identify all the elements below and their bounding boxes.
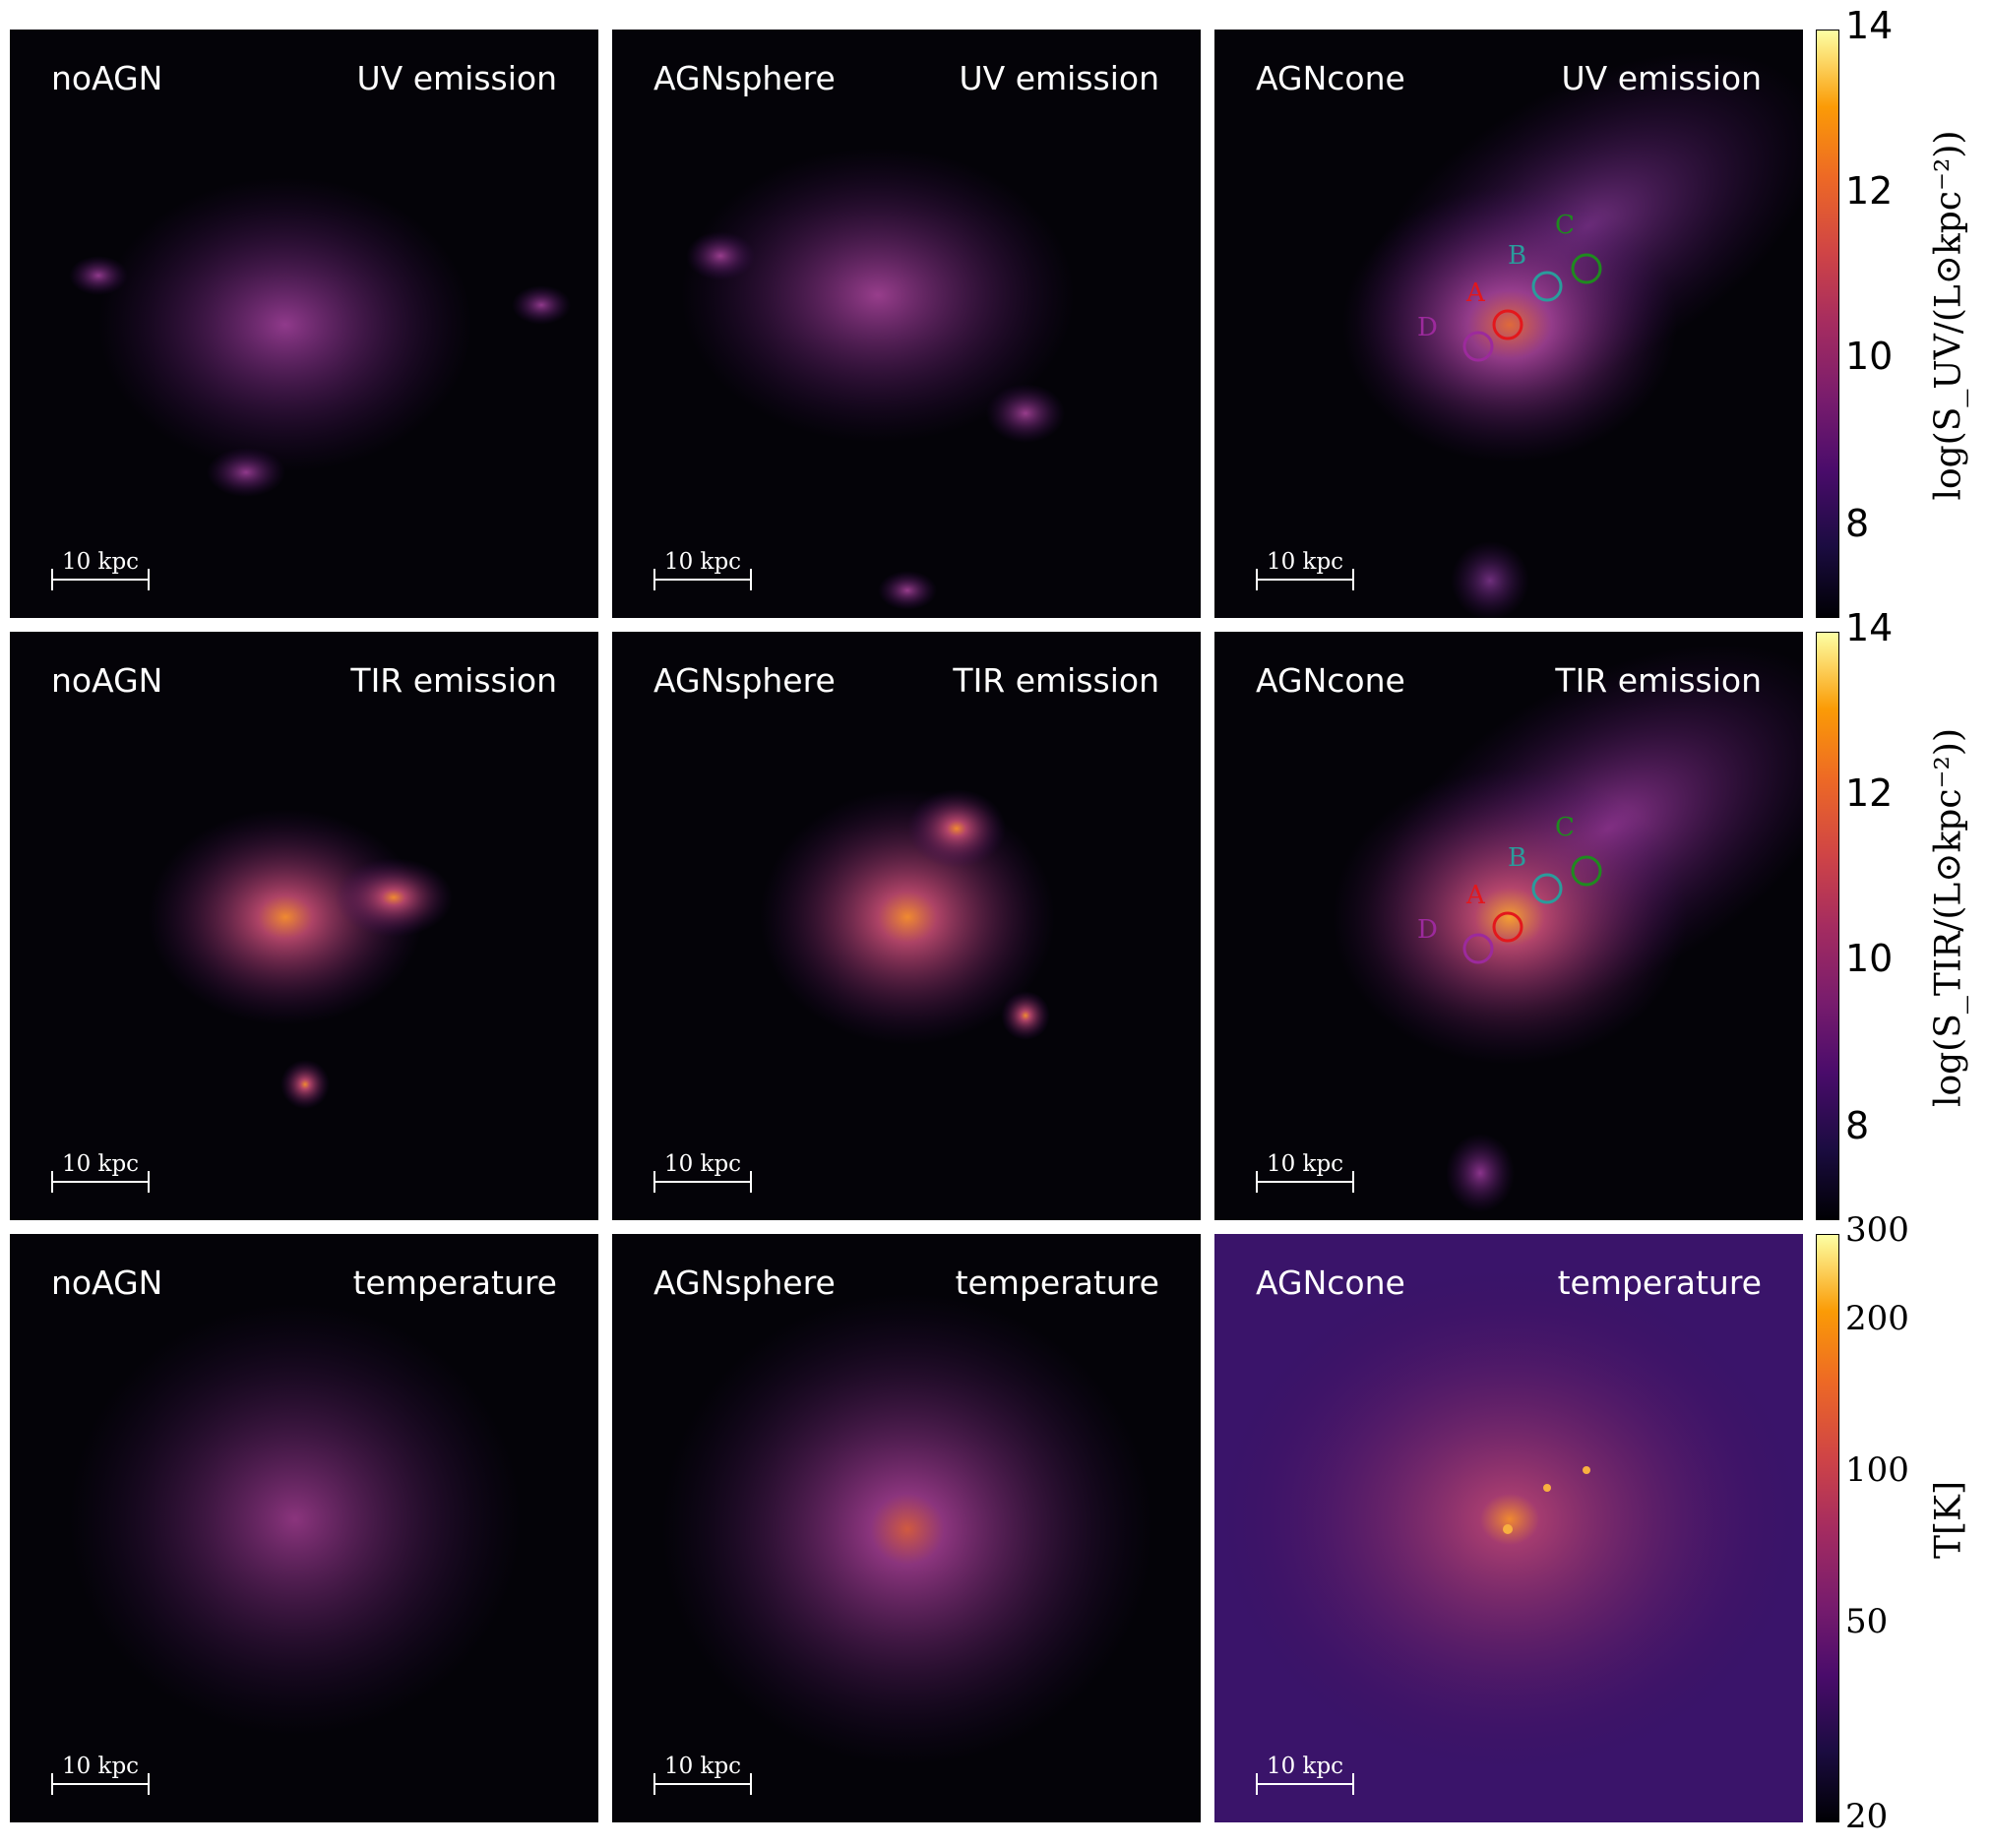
cbar-uv-tick: 14 <box>1845 4 1894 47</box>
scale-bar-label: 10 kpc <box>663 1151 742 1177</box>
scale-bar: 10 kpc <box>51 549 150 590</box>
marker-circle-b <box>1531 271 1563 302</box>
marker-label-b: B <box>1508 241 1527 271</box>
panel-temp-agnsphere: AGNsphere temperature 10 kpc <box>612 1234 1201 1822</box>
scale-bar: 10 kpc <box>1256 1151 1354 1193</box>
scale-bar-label: 10 kpc <box>663 1754 742 1779</box>
quantity-label: TIR emission <box>350 661 557 700</box>
scale-bar-label: 10 kpc <box>1266 549 1344 575</box>
emission-map <box>69 177 571 497</box>
model-label: AGNcone <box>1256 59 1405 97</box>
model-label: noAGN <box>51 1263 163 1302</box>
panel-uv-agnsphere: AGNsphere UV emission 10 kpc <box>612 30 1201 618</box>
scale-bar: 10 kpc <box>1256 1754 1354 1795</box>
model-label: AGNcone <box>1256 1263 1405 1302</box>
scale-bar: 10 kpc <box>1256 549 1354 590</box>
model-label: noAGN <box>51 661 163 700</box>
scale-bar-label: 10 kpc <box>61 1754 140 1779</box>
marker-label-c: C <box>1555 813 1575 842</box>
panel-temp-agncone: AGNcone temperature 10 kpc <box>1214 1234 1803 1822</box>
quantity-label: TIR emission <box>953 661 1159 700</box>
quantity-label: temperature <box>955 1263 1159 1302</box>
marker-circle-c <box>1571 253 1602 284</box>
quantity-label: temperature <box>352 1263 557 1302</box>
cbar-temp-tick: 100 <box>1845 1450 1909 1490</box>
colorbar-temperature <box>1816 1234 1839 1822</box>
scale-bar: 10 kpc <box>653 1151 752 1193</box>
emission-map <box>148 809 453 1109</box>
quantity-label: UV emission <box>356 59 558 97</box>
cbar-uv-tick: 12 <box>1845 169 1894 213</box>
emission-map <box>760 789 1055 1045</box>
colorbar-tir <box>1816 632 1839 1220</box>
colorbar-uv <box>1816 30 1839 618</box>
quantity-label: UV emission <box>1561 59 1763 97</box>
cbar-uv-tick: 10 <box>1845 335 1894 378</box>
temperature-map <box>1214 1234 1803 1822</box>
panel-temp-noagn: noAGN temperature 10 kpc <box>10 1234 598 1822</box>
scale-bar: 10 kpc <box>653 549 752 590</box>
marker-label-d: D <box>1417 915 1438 945</box>
model-label: AGNsphere <box>653 661 836 700</box>
scale-bar: 10 kpc <box>51 1754 150 1795</box>
panel-uv-agncone: A B C D AGNcone UV emission 10 kpc <box>1214 30 1803 618</box>
model-label: AGNsphere <box>653 59 836 97</box>
marker-circle-b <box>1531 873 1563 904</box>
scale-bar-label: 10 kpc <box>61 549 140 575</box>
cbar-temp-tick: 50 <box>1845 1602 1889 1641</box>
cbar-tir-tick: 12 <box>1845 771 1894 815</box>
scale-bar-label: 10 kpc <box>663 549 742 575</box>
marker-circle-c <box>1571 855 1602 887</box>
hotspot-a <box>1503 1524 1513 1534</box>
scale-bar-label: 10 kpc <box>1266 1151 1344 1177</box>
cbar-temp-label: T[K] <box>1928 1481 1969 1559</box>
marker-circle-d <box>1462 331 1494 362</box>
cbar-temp-tick: 200 <box>1845 1299 1909 1338</box>
model-label: noAGN <box>51 59 163 97</box>
marker-label-c: C <box>1555 211 1575 240</box>
marker-circle-a <box>1492 309 1523 340</box>
cbar-tir-tick: 8 <box>1845 1104 1870 1147</box>
model-label: AGNcone <box>1256 661 1405 700</box>
marker-circle-d <box>1462 933 1494 964</box>
quantity-label: UV emission <box>959 59 1160 97</box>
cbar-temp-tick: 300 <box>1845 1210 1909 1250</box>
cbar-tir-tick: 14 <box>1845 606 1894 649</box>
hotspot-c <box>1583 1466 1590 1474</box>
scale-bar: 10 kpc <box>653 1754 752 1795</box>
cbar-uv-tick: 8 <box>1845 502 1870 545</box>
scale-bar: 10 kpc <box>51 1151 150 1193</box>
temperature-map <box>661 1293 1153 1765</box>
quantity-label: temperature <box>1557 1263 1762 1302</box>
cbar-tir-tick: 10 <box>1845 937 1894 980</box>
cbar-tir-label: log(S_TIR/(L⊙kpc⁻²)) <box>1928 727 1969 1108</box>
panel-tir-noagn: noAGN TIR emission 10 kpc <box>10 632 598 1220</box>
panel-tir-agnsphere: AGNsphere TIR emission 10 kpc <box>612 632 1201 1220</box>
marker-label-a: A <box>1466 278 1485 308</box>
quantity-label: TIR emission <box>1555 661 1762 700</box>
scale-bar-label: 10 kpc <box>61 1151 140 1177</box>
panel-uv-noagn: noAGN UV emission 10 kpc <box>10 30 598 618</box>
emission-map <box>1342 51 1803 618</box>
emission-map <box>681 148 1075 610</box>
cbar-temp-tick: 20 <box>1845 1797 1889 1836</box>
temperature-map <box>69 1303 522 1736</box>
marker-label-b: B <box>1508 843 1527 873</box>
marker-circle-a <box>1492 911 1523 943</box>
panel-tir-agncone: A B C D AGNcone TIR emission 10 kpc <box>1214 632 1803 1220</box>
emission-map <box>1333 644 1803 1212</box>
scale-bar-label: 10 kpc <box>1266 1754 1344 1779</box>
hotspot-b <box>1543 1484 1551 1492</box>
model-label: AGNsphere <box>653 1263 836 1302</box>
marker-label-a: A <box>1466 881 1485 910</box>
cbar-uv-label: log(S_UV/(L⊙kpc⁻²)) <box>1928 130 1969 501</box>
marker-label-d: D <box>1417 313 1438 342</box>
